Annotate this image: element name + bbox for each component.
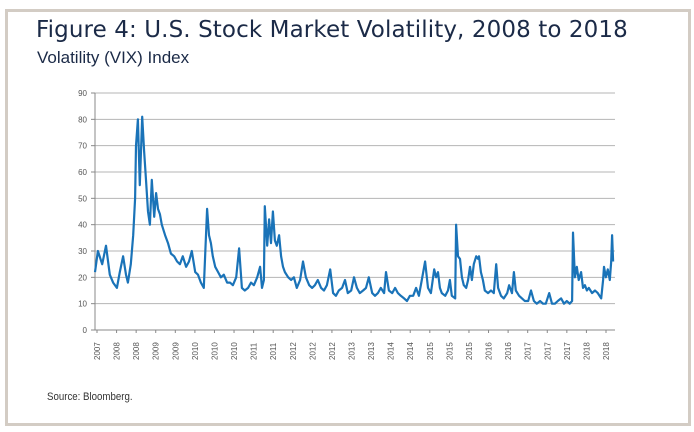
x-tick-label: 2015 bbox=[465, 342, 474, 360]
y-tick-label: 40 bbox=[78, 221, 87, 230]
y-tick-label: 90 bbox=[78, 89, 87, 98]
y-tick-label: 30 bbox=[78, 247, 87, 256]
x-tick-label: 2012 bbox=[308, 342, 317, 360]
chart-subtitle: Volatility (VIX) Index bbox=[37, 48, 190, 67]
x-tick-label: 2018 bbox=[582, 342, 591, 360]
x-tick-label: 2012 bbox=[328, 342, 337, 360]
x-tick-label: 2009 bbox=[171, 342, 180, 360]
x-tick-label: 2014 bbox=[406, 342, 415, 360]
x-tick-label: 2016 bbox=[504, 342, 513, 360]
x-tick-label: 2010 bbox=[191, 342, 200, 360]
x-tick-label: 2017 bbox=[543, 342, 552, 360]
gridlines bbox=[95, 92, 615, 305]
chart-frame bbox=[5, 9, 691, 426]
x-tick-label: 2010 bbox=[210, 342, 219, 360]
x-tick-label: 2009 bbox=[152, 342, 161, 360]
y-tick-label: 0 bbox=[83, 326, 88, 335]
y-tick-label: 60 bbox=[78, 168, 87, 177]
y-tick-label: 50 bbox=[78, 194, 87, 203]
y-axis-ticks: 0 10 20 30 40 50 60 70 80 90 bbox=[78, 89, 95, 335]
y-tick-label: 10 bbox=[78, 300, 87, 309]
y-tick-label: 70 bbox=[78, 142, 87, 151]
x-tick-label: 2013 bbox=[367, 342, 376, 360]
x-tick-label: 2008 bbox=[113, 342, 122, 360]
x-tick-label: 2017 bbox=[524, 342, 533, 360]
x-tick-label: 2015 bbox=[426, 342, 435, 360]
source-note: Source: Bloomberg. bbox=[47, 391, 133, 403]
y-tick-label: 80 bbox=[78, 115, 87, 124]
x-tick-label: 2011 bbox=[269, 342, 278, 360]
x-axis-ticks: 2007 2008 2008 2009 2009 2010 2010 2010 2011 2011… bbox=[93, 330, 611, 360]
x-tick-label: 2016 bbox=[485, 342, 494, 360]
x-tick-label: 2007 bbox=[93, 342, 102, 360]
x-tick-label: 2010 bbox=[230, 342, 239, 360]
y-tick-label: 20 bbox=[78, 273, 87, 282]
chart-title: Figure 4: U.S. Stock Market Volatility, … bbox=[36, 17, 628, 43]
x-tick-label: 2008 bbox=[132, 342, 141, 360]
x-tick-label: 2012 bbox=[289, 342, 298, 360]
x-tick-label: 2017 bbox=[563, 342, 572, 360]
x-tick-label: 2015 bbox=[445, 342, 454, 360]
x-tick-label: 2014 bbox=[387, 342, 396, 360]
series-line-vix bbox=[93, 115, 615, 305]
x-tick-label: 2011 bbox=[250, 342, 259, 360]
x-tick-label: 2018 bbox=[602, 342, 611, 360]
x-tick-label: 2013 bbox=[348, 342, 357, 360]
